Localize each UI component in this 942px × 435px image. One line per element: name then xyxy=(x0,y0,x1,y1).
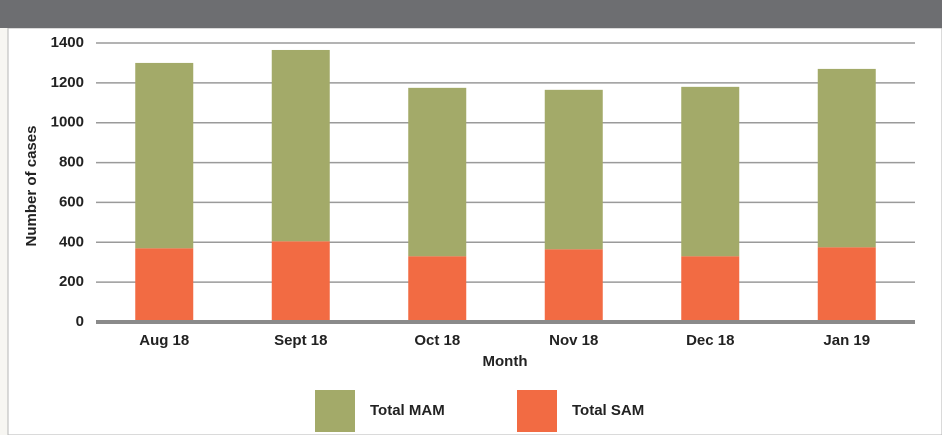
x-tick-label: Sept 18 xyxy=(274,332,327,349)
y-tick-label: 1400 xyxy=(51,34,84,51)
bar-segment xyxy=(408,256,467,322)
legend-label: Total SAM xyxy=(572,402,644,419)
x-tick-label: Oct 18 xyxy=(414,332,460,349)
x-tick-label: Aug 18 xyxy=(139,332,189,349)
bar-segment xyxy=(544,89,603,250)
y-tick-label: 600 xyxy=(59,193,84,210)
header-bar xyxy=(0,0,942,28)
bar-segment xyxy=(135,62,194,249)
y-tick-label: 400 xyxy=(59,233,84,250)
x-axis-label: Month xyxy=(483,353,528,370)
y-tick-label: 1000 xyxy=(51,114,84,131)
bar-segment xyxy=(681,86,740,257)
bar-segment xyxy=(544,249,603,322)
bar-segment xyxy=(817,68,876,248)
y-tick-label: 1200 xyxy=(51,74,84,91)
bar-segment xyxy=(817,247,876,322)
bar-segment xyxy=(681,256,740,322)
legend-swatch xyxy=(315,390,355,432)
bar-segment xyxy=(271,49,330,242)
bar-segment xyxy=(271,241,330,322)
bar-segment xyxy=(408,87,467,257)
legend-swatch xyxy=(517,390,557,432)
y-tick-label: 200 xyxy=(59,273,84,290)
legend-label: Total MAM xyxy=(370,402,445,419)
x-tick-label: Dec 18 xyxy=(686,332,734,349)
y-axis-label: Number of cases xyxy=(23,126,40,247)
bar-segment xyxy=(135,248,194,322)
y-tick-label: 0 xyxy=(76,313,84,330)
y-tick-label: 800 xyxy=(59,154,84,171)
x-tick-label: Nov 18 xyxy=(549,332,598,349)
x-tick-label: Jan 19 xyxy=(823,332,870,349)
